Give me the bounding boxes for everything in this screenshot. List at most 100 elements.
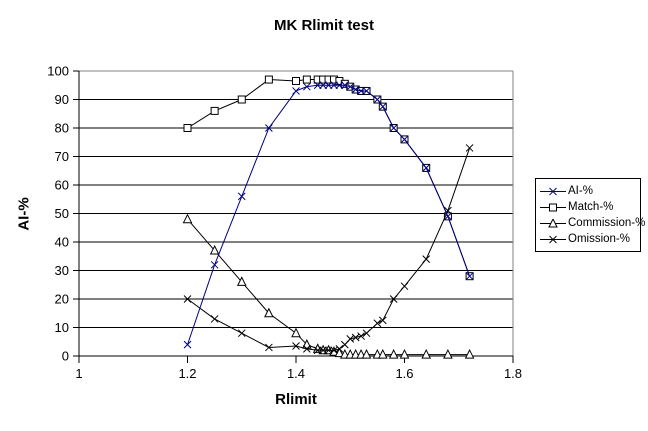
- data-point-marker: [292, 87, 300, 95]
- legend-swatch: [540, 235, 566, 243]
- series-commission: [182, 213, 475, 359]
- legend-label: Commission-%: [568, 217, 646, 229]
- x-axis-title: Rlimit: [275, 391, 317, 408]
- y-tick-label: 90: [55, 92, 69, 107]
- data-point-marker: [265, 124, 273, 132]
- data-point-marker: [319, 81, 327, 90]
- legend-item-commission: Commission-%: [540, 215, 645, 231]
- data-point-marker: [237, 329, 246, 338]
- data-point-marker: [357, 87, 365, 95]
- data-point-marker: [292, 342, 300, 350]
- data-point-marker: [324, 81, 333, 90]
- data-point-marker: [464, 348, 475, 359]
- data-point-marker: [444, 206, 452, 215]
- gridlines: [79, 99, 513, 328]
- data-point-marker: [313, 346, 322, 355]
- data-point-marker: [549, 203, 557, 211]
- data-point-marker: [334, 347, 345, 358]
- data-point-marker: [324, 346, 333, 355]
- data-point-marker: [237, 192, 246, 201]
- data-point-marker: [265, 343, 273, 352]
- plot-border: [79, 70, 514, 356]
- data-point-marker: [330, 81, 338, 90]
- data-point-marker: [291, 327, 301, 338]
- data-point-marker: [400, 135, 409, 144]
- data-point-marker: [335, 81, 344, 90]
- data-point-marker: [373, 95, 382, 104]
- data-point-marker: [378, 316, 387, 325]
- legend-swatch: [540, 203, 566, 211]
- data-point-marker: [302, 338, 312, 349]
- data-point-marker: [292, 76, 300, 85]
- data-point-marker: [335, 345, 344, 353]
- data-point-marker: [549, 187, 557, 195]
- data-point-marker: [210, 260, 219, 269]
- data-point-marker: [183, 295, 192, 303]
- x-tick-label: 1: [75, 366, 82, 381]
- legend-label: AI-%: [568, 185, 593, 197]
- series-match: [183, 75, 474, 281]
- data-point-marker: [444, 212, 452, 221]
- x-tick-labels: 1 1.2 1.4 1.6 1.8: [75, 366, 522, 381]
- data-point-marker: [236, 276, 247, 286]
- data-point-marker: [183, 124, 192, 132]
- y-tick-label: 50: [55, 206, 69, 221]
- data-point-marker: [313, 81, 322, 90]
- y-tick-label: 0: [62, 349, 69, 364]
- y-tick-label: 100: [47, 64, 69, 79]
- data-point-marker: [182, 213, 193, 224]
- data-point-marker: [443, 348, 453, 359]
- data-point-marker: [465, 272, 474, 281]
- data-point-marker: [362, 87, 371, 95]
- data-point-marker: [422, 255, 431, 263]
- y-tick-label: 80: [55, 121, 69, 136]
- data-point-marker: [421, 348, 432, 359]
- y-tick-label: 40: [55, 235, 69, 250]
- legend-swatch: [540, 187, 566, 195]
- y-tick-labels: 0 10 20 30 40 50 60 70 80 90 100: [47, 64, 69, 364]
- data-point-marker: [378, 102, 387, 111]
- data-point-marker: [357, 332, 365, 340]
- data-point-marker: [210, 315, 219, 323]
- legend-item-omission: Omission-%: [540, 231, 640, 247]
- data-point-marker: [400, 282, 409, 291]
- data-point-marker: [377, 348, 388, 359]
- data-point-marker: [302, 345, 311, 353]
- legend-label: Match-%: [568, 201, 614, 213]
- data-point-marker: [389, 295, 398, 303]
- data-point-marker: [549, 235, 557, 243]
- data-point-marker: [351, 333, 360, 342]
- y-tick-label: 70: [55, 149, 69, 164]
- chart-title: MK Rlimit test: [273, 17, 374, 34]
- data-point-marker: [209, 244, 220, 255]
- legend-swatch: [540, 218, 566, 227]
- legend-item-ai: AI-%: [540, 183, 640, 199]
- legend-label: Omission-%: [568, 233, 630, 245]
- data-point-marker: [302, 75, 311, 84]
- data-point-marker: [373, 319, 382, 328]
- x-tick-label: 1.6: [395, 366, 413, 381]
- data-point-marker: [361, 348, 372, 359]
- data-point-marker: [183, 340, 192, 349]
- data-point-marker: [237, 95, 246, 104]
- data-point-marker: [319, 346, 327, 355]
- data-point-marker: [346, 82, 355, 91]
- x-tick-label: 1.4: [287, 366, 305, 381]
- data-point-marker: [399, 348, 410, 359]
- y-axis-title: AI-%: [15, 197, 33, 231]
- data-point-marker: [302, 82, 311, 91]
- data-point-marker: [548, 218, 558, 227]
- data-point-marker: [362, 329, 371, 338]
- legend-item-match: Match-%: [540, 199, 640, 215]
- data-point-marker: [422, 164, 431, 172]
- data-point-marker: [346, 335, 355, 343]
- series-ai: [183, 81, 474, 349]
- data-point-marker: [465, 144, 474, 152]
- data-point-marker: [389, 124, 398, 132]
- y-tick-label: 60: [55, 178, 69, 193]
- data-point-marker: [264, 75, 273, 84]
- data-point-marker: [388, 348, 399, 359]
- x-tick-label: 1.8: [504, 366, 522, 381]
